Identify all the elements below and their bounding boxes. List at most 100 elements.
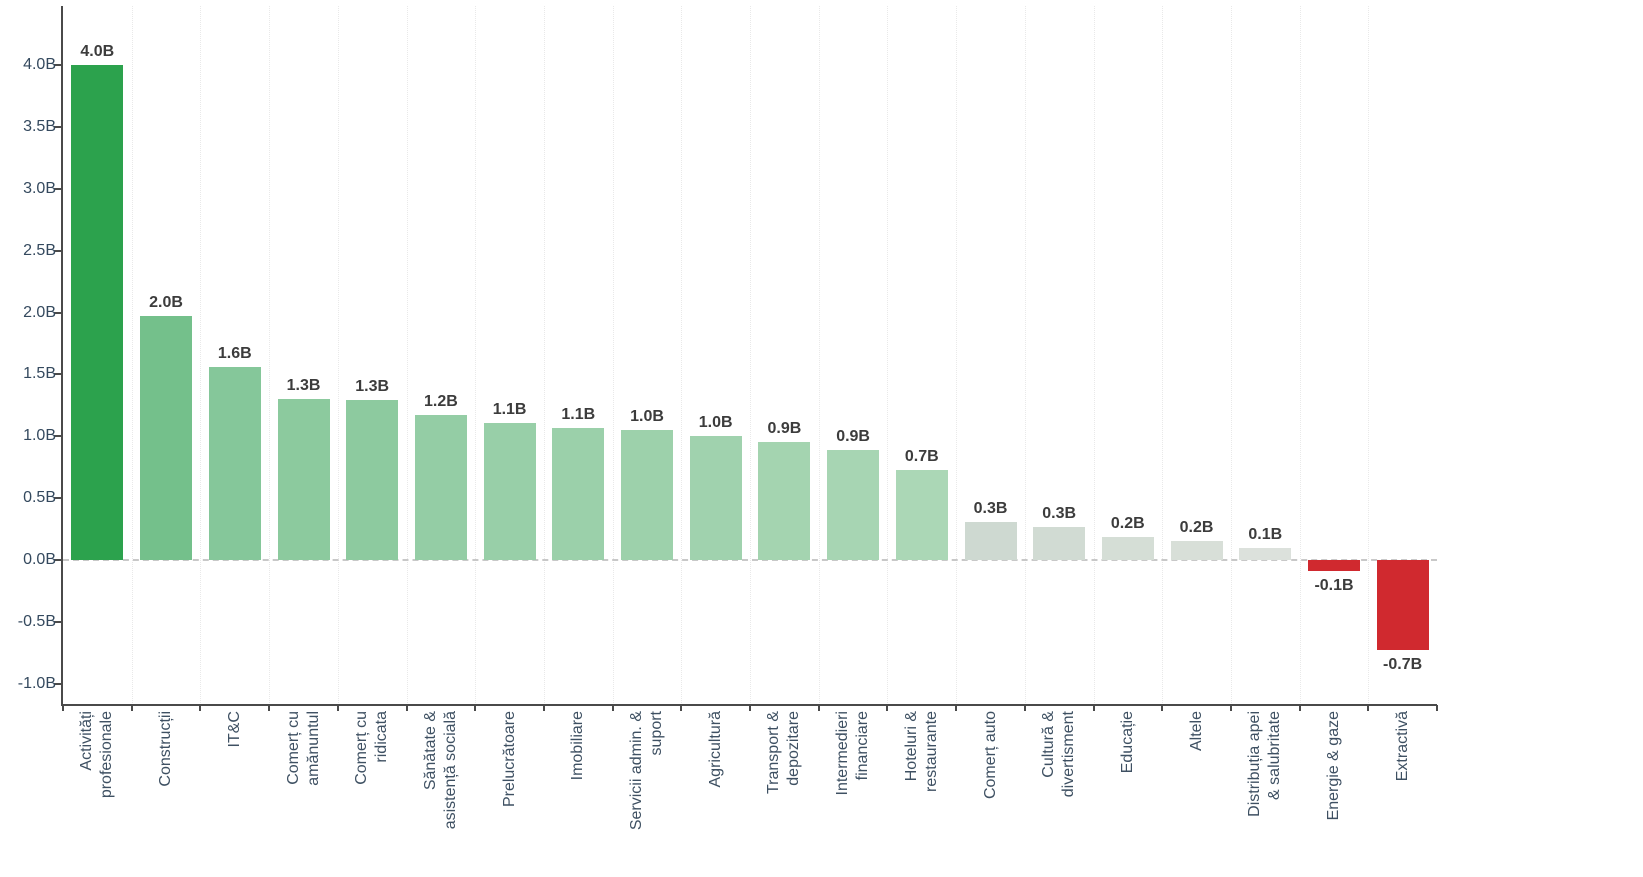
y-tick-mark bbox=[54, 373, 61, 376]
x-tick-mark bbox=[886, 705, 889, 711]
bar[interactable] bbox=[552, 427, 605, 560]
bar[interactable] bbox=[1376, 560, 1429, 651]
y-tick-label: 2.5B bbox=[23, 241, 56, 259]
category-gridline bbox=[818, 6, 820, 705]
bar-value-label: 1.1B bbox=[492, 400, 527, 418]
x-category-label-line: Intermedieri bbox=[834, 711, 852, 796]
x-category-label-line: financiare bbox=[854, 711, 872, 781]
category-gridline bbox=[337, 6, 339, 705]
x-category-label-line: amănuntul bbox=[304, 711, 322, 786]
bar[interactable] bbox=[1308, 560, 1360, 572]
x-tick-mark bbox=[1367, 705, 1370, 711]
bar-value-label: 2.0B bbox=[149, 294, 183, 312]
y-axis-line bbox=[61, 6, 63, 706]
bar[interactable] bbox=[689, 436, 742, 561]
x-category-label-line: Transport & bbox=[765, 711, 783, 794]
y-tick-label: -1.0B bbox=[17, 674, 56, 692]
y-tick-label: 2.0B bbox=[23, 303, 56, 321]
x-category-label: Distribuția apei & salubritate bbox=[1243, 711, 1287, 877]
bar-value-label: 4.0B bbox=[80, 43, 115, 60]
bar[interactable] bbox=[895, 469, 948, 560]
bar[interactable] bbox=[140, 316, 192, 560]
y-tick-mark bbox=[54, 682, 61, 685]
bar-value-label: -0.1B bbox=[1314, 577, 1354, 595]
y-tick-label: 3.0B bbox=[23, 179, 56, 197]
bar[interactable] bbox=[964, 521, 1017, 560]
x-category-label-line: Activități bbox=[78, 711, 96, 771]
bar[interactable] bbox=[827, 449, 880, 560]
bar[interactable] bbox=[483, 422, 536, 560]
x-tick-mark bbox=[1229, 705, 1232, 711]
x-tick-mark bbox=[1298, 705, 1301, 711]
zero-baseline bbox=[63, 559, 1437, 561]
x-category-label: Energie & gaze bbox=[1312, 711, 1356, 877]
x-category-label-line: suport bbox=[648, 711, 665, 756]
category-gridline bbox=[131, 6, 133, 705]
x-category-label: Comerț cu ridicata bbox=[350, 711, 394, 877]
bar[interactable] bbox=[621, 430, 673, 560]
y-tick-label: 3.5B bbox=[23, 117, 56, 135]
bar[interactable] bbox=[208, 366, 261, 560]
bar[interactable] bbox=[414, 415, 467, 560]
bar[interactable] bbox=[277, 399, 330, 560]
bar-value-label: 1.3B bbox=[355, 378, 390, 396]
x-category-label: Comerț cu amănuntul bbox=[282, 711, 326, 877]
x-tick-mark bbox=[1436, 705, 1438, 711]
x-category-label-line: Servicii admin. & bbox=[628, 711, 645, 831]
x-category-label-line: depozitare bbox=[785, 711, 803, 786]
y-tick-mark bbox=[54, 249, 61, 252]
x-category-label: Cultură & divertisment bbox=[1037, 711, 1081, 877]
x-tick-mark bbox=[474, 705, 477, 711]
x-category-label-line: IT&C bbox=[225, 711, 243, 748]
bar[interactable] bbox=[758, 442, 811, 560]
x-tick-mark bbox=[955, 705, 958, 711]
x-category-label: Servicii admin. & suport bbox=[625, 711, 669, 877]
x-category-label-line: Distribuția apei bbox=[1246, 711, 1264, 817]
x-tick-mark bbox=[611, 705, 614, 711]
x-category-label: Intermedieri financiare bbox=[831, 711, 875, 877]
x-category-label-line: Agricultură bbox=[706, 711, 724, 788]
category-gridline bbox=[1368, 6, 1370, 705]
x-category-label: Extractivă bbox=[1381, 711, 1425, 877]
category-gridline bbox=[543, 6, 545, 705]
y-tick-mark bbox=[54, 435, 61, 438]
bar[interactable] bbox=[346, 400, 399, 560]
category-gridline bbox=[1299, 6, 1301, 705]
x-category-label: Hoteluri & restaurante bbox=[900, 711, 944, 877]
x-category-label-line: & salubritate bbox=[1266, 711, 1284, 800]
x-category-label-line: divertisment bbox=[1060, 711, 1078, 798]
y-tick-mark bbox=[54, 497, 61, 500]
y-tick-mark bbox=[54, 187, 61, 190]
category-gridline bbox=[475, 6, 477, 705]
y-tick-label: 0.0B bbox=[23, 551, 56, 568]
x-tick-mark bbox=[542, 705, 545, 711]
bar-value-label: 0.3B bbox=[1042, 504, 1077, 522]
category-gridline bbox=[612, 6, 614, 705]
x-category-label-line: Comerț cu bbox=[284, 711, 302, 785]
x-category-label: Comerț auto bbox=[969, 711, 1013, 877]
bar-value-label: 1.6B bbox=[217, 344, 252, 362]
bar[interactable] bbox=[1239, 547, 1292, 560]
bar[interactable] bbox=[71, 65, 124, 560]
bar[interactable] bbox=[1033, 526, 1086, 560]
y-tick-mark bbox=[54, 311, 61, 314]
x-tick-mark bbox=[336, 705, 339, 711]
x-category-label-line: asistență socială bbox=[441, 711, 459, 830]
y-tick-label: 1.5B bbox=[23, 365, 56, 383]
bar[interactable] bbox=[1170, 541, 1223, 560]
x-category-label: Transport & depozitare bbox=[762, 711, 806, 877]
bar-value-label: 0.3B bbox=[973, 499, 1008, 517]
x-category-label-line: Imobiliare bbox=[569, 711, 587, 781]
x-category-label-line: Comerț auto bbox=[981, 711, 999, 800]
x-category-label-line: Extractivă bbox=[1393, 711, 1411, 782]
y-tick-label: 1.0B bbox=[23, 427, 56, 445]
bar-value-label: 0.1B bbox=[1248, 525, 1283, 543]
x-category-label-line: profesionale bbox=[98, 711, 116, 799]
y-tick-mark bbox=[54, 620, 61, 623]
category-gridline bbox=[269, 6, 271, 705]
x-category-label: Prelucrătoare bbox=[488, 711, 532, 877]
x-category-label-line: Prelucrătoare bbox=[500, 711, 518, 808]
bar[interactable] bbox=[1101, 536, 1154, 560]
category-gridline bbox=[1162, 6, 1164, 705]
